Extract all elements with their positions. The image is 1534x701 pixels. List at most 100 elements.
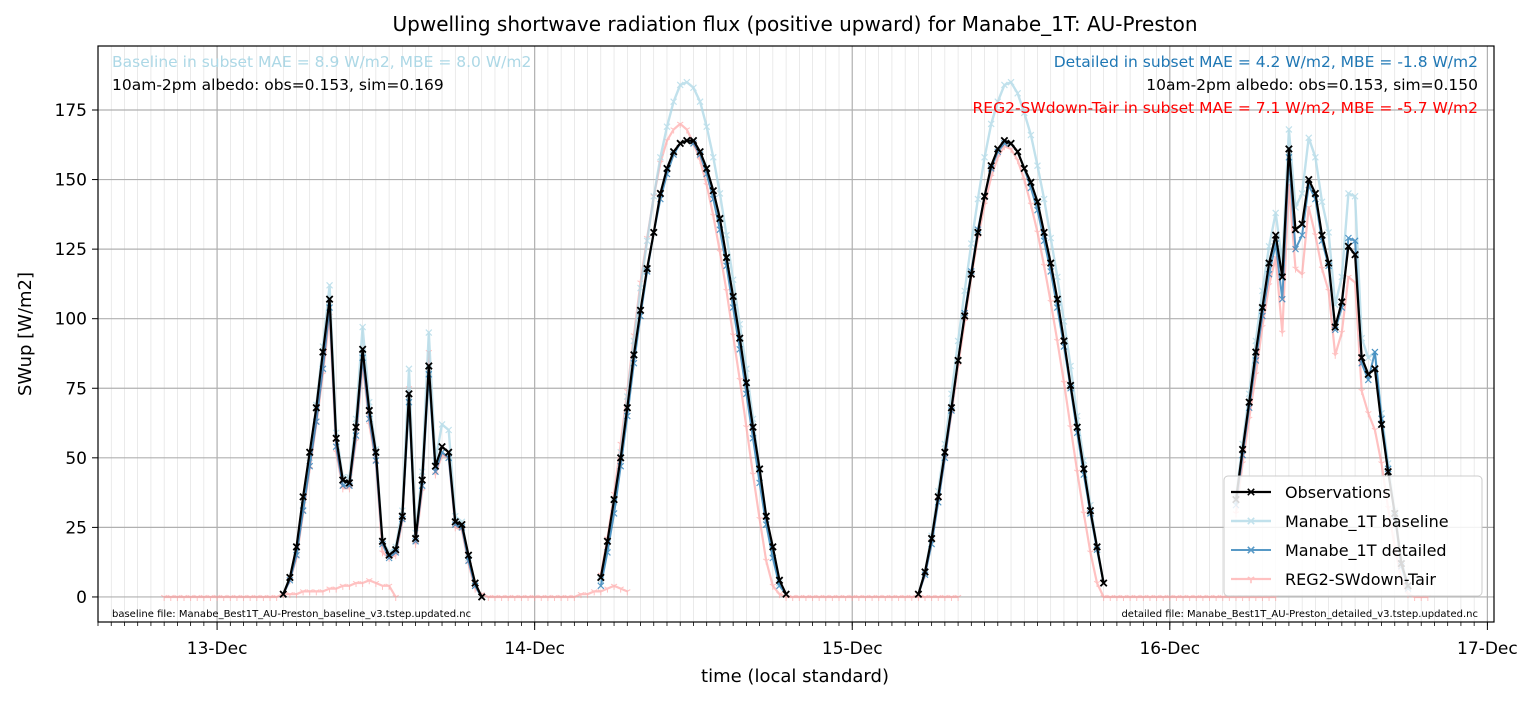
data-point [1358,388,1365,396]
data-point [1000,81,1008,89]
y-tick-label: 175 [55,101,87,121]
data-point [286,573,294,582]
data-point [1365,411,1372,418]
data-point [352,580,360,588]
data-point [1292,266,1299,273]
data-point [624,589,631,596]
data-point [994,98,1002,106]
data-point [326,281,333,289]
y-tick-label: 125 [55,240,87,260]
data-point [1073,423,1082,432]
annotation-baseline-albedo: 10am-2pm albedo: obs=0.153, sim=0.169 [112,76,444,94]
data-point [981,153,988,161]
data-point [683,127,691,134]
data-point [1047,234,1055,242]
series-observations [279,136,1412,601]
legend-entry [1231,517,1271,525]
data-point [802,594,810,601]
data-point [928,594,935,601]
data-point [1186,594,1193,601]
data-point [610,583,618,590]
data-point [888,594,896,601]
data-point [352,423,360,432]
legend-label: Manabe_1T baseline [1285,512,1449,532]
data-point [948,594,955,601]
data-point [815,594,823,601]
data-point [1331,352,1339,359]
legend-marker [1247,576,1255,584]
data-point [617,586,624,593]
data-point [775,576,784,585]
data-point [1251,348,1260,356]
data-point [656,153,664,161]
data-point [862,594,869,601]
data-point [385,551,393,560]
data-point [1166,594,1174,601]
data-point [875,594,882,601]
data-point [471,579,479,587]
data-point [689,136,698,145]
data-point [1351,250,1359,259]
data-point [584,591,591,599]
data-point [1040,195,1048,203]
annotation-detailed-file: detailed file: Manabe_Best1T_AU-Preston_… [1121,609,1478,620]
data-point [1060,380,1068,387]
data-point [1046,259,1055,267]
data-point [319,348,327,356]
data-point [319,589,327,596]
data-point [1279,330,1286,337]
data-point [253,594,261,601]
data-point [200,594,208,601]
data-point [160,594,168,601]
data-point [921,568,929,576]
data-point [498,594,505,601]
data-point [273,594,280,601]
data-point [458,520,466,529]
data-point [445,426,453,434]
data-point [722,253,731,262]
data-point [1324,259,1333,267]
data-point [676,81,684,89]
data-point [1027,202,1035,209]
data-point [557,594,565,601]
data-point [709,153,717,161]
data-point [260,594,267,601]
data-point [669,147,678,156]
data-point [636,306,645,315]
data-point [313,589,320,596]
data-point [418,476,427,484]
legend-box [1223,475,1483,597]
data-point [776,591,783,599]
data-point [1093,580,1101,588]
data-point [980,192,989,201]
data-point [927,534,936,543]
data-point [332,586,340,593]
data-point [213,594,221,601]
data-point [723,288,730,295]
series-layer [160,78,1432,601]
annotation-reg2-stats: REG2-SWdown-Tair in subset MAE = 7.1 W/m… [973,99,1478,117]
data-point [842,594,849,601]
data-point [1034,162,1041,170]
data-point [1351,192,1359,200]
y-tick-label: 100 [55,310,87,330]
data-point [305,448,314,457]
data-point [650,192,658,200]
data-point [1034,230,1041,237]
data-point [511,594,519,601]
data-point [187,594,194,601]
data-point [908,594,916,601]
data-point [359,580,366,588]
data-point [716,249,724,256]
data-point [967,240,975,247]
data-point [762,512,771,521]
data-point [855,594,863,601]
data-point [398,512,407,521]
data-point [603,537,612,546]
data-point [954,594,962,601]
legend-label: Manabe_1T detailed [1285,541,1447,561]
data-point [1053,295,1062,304]
data-point [531,594,538,601]
data-point [1199,594,1207,601]
